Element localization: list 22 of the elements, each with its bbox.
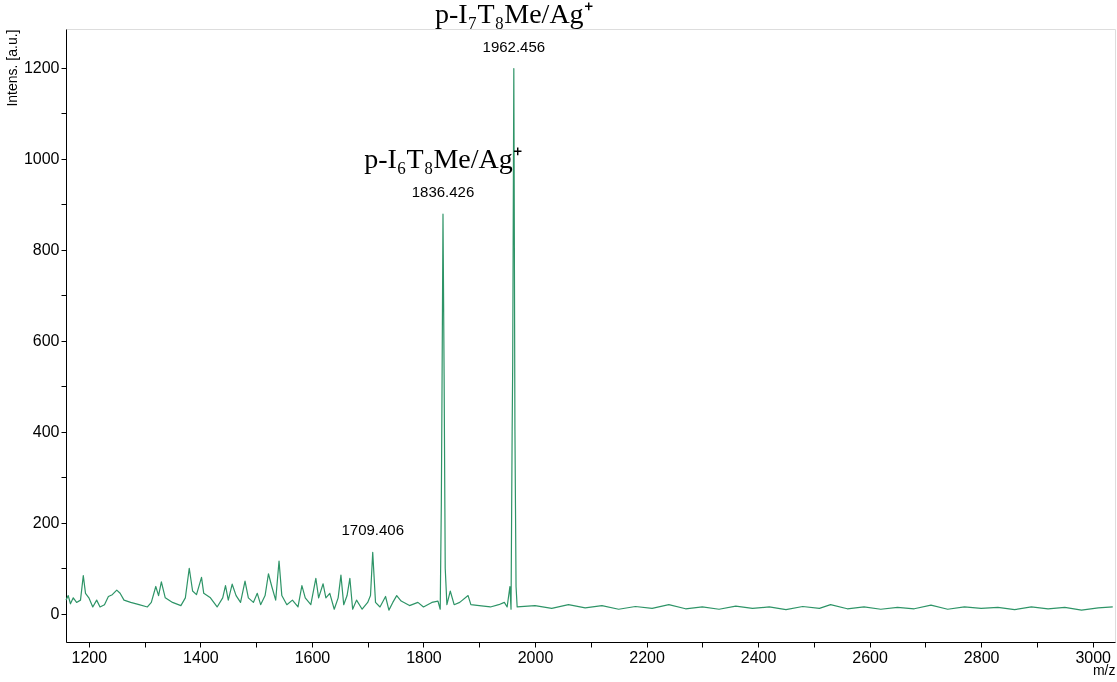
x-tick-label: 1200 bbox=[71, 648, 108, 666]
y-tick-label: 400 bbox=[32, 423, 60, 441]
y-tick-label: 1000 bbox=[23, 150, 60, 168]
y-tick-label: 0 bbox=[50, 605, 60, 623]
y-tick-label: 200 bbox=[32, 514, 60, 532]
y-tick-label: 1200 bbox=[23, 59, 60, 77]
annotation: p-I₇T₈Me/Ag⁺ bbox=[435, 0, 593, 29]
y-axis-title: Intens. [a.u.] bbox=[3, 29, 20, 107]
x-tick-label: 2400 bbox=[740, 648, 777, 666]
annotation: 1709.406 bbox=[341, 521, 405, 539]
y-tick-label: 800 bbox=[32, 241, 60, 259]
annotation: 1836.426 bbox=[411, 183, 475, 201]
x-tick-label: 1800 bbox=[406, 648, 442, 666]
x-tick-label: 2800 bbox=[963, 648, 1000, 666]
x-tick-label: 2600 bbox=[852, 648, 889, 666]
y-tick-label: 600 bbox=[32, 332, 60, 350]
line-series bbox=[65, 67, 1114, 611]
x-tick-label: 1400 bbox=[183, 648, 219, 666]
x-tick-label: 2200 bbox=[629, 648, 665, 666]
annotation: 1962.456 bbox=[482, 37, 546, 55]
x-tick-label: 1600 bbox=[294, 648, 331, 666]
x-tick-label: 2000 bbox=[517, 648, 554, 666]
